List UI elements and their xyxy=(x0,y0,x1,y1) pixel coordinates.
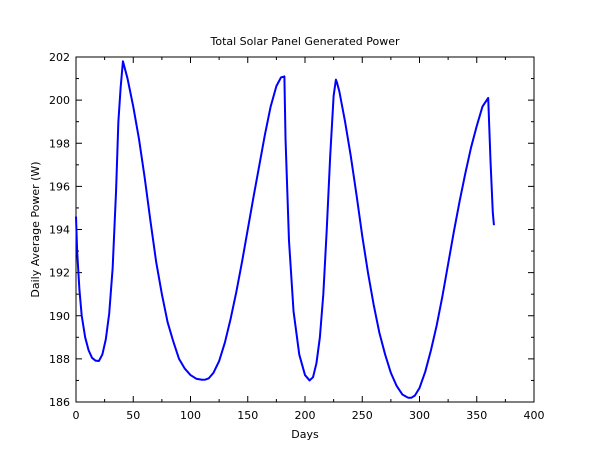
y-tick-label: 194 xyxy=(49,224,70,237)
x-tick-label: 0 xyxy=(73,409,80,422)
y-tick-label: 190 xyxy=(49,310,70,323)
x-tick-label: 100 xyxy=(180,409,201,422)
x-tick-label: 200 xyxy=(295,409,316,422)
x-tick-label: 300 xyxy=(409,409,430,422)
y-tick-label: 192 xyxy=(49,267,70,280)
x-tick-label: 400 xyxy=(524,409,545,422)
x-tick-label: 350 xyxy=(466,409,487,422)
x-axis-label: Days xyxy=(291,428,319,441)
chart-title: Total Solar Panel Generated Power xyxy=(210,35,400,48)
x-axis-ticks: 0 50 100 150 200 250 300 350 400 xyxy=(73,57,545,422)
y-tick-label: 186 xyxy=(49,396,70,409)
y-tick-label: 202 xyxy=(49,51,70,64)
y-tick-label: 188 xyxy=(49,353,70,366)
x-tick-label: 150 xyxy=(237,409,258,422)
y-tick-label: 200 xyxy=(49,94,70,107)
x-tick-label: 50 xyxy=(126,409,140,422)
y-axis-label: Daily Average Power (W) xyxy=(29,161,42,297)
y-tick-label: 196 xyxy=(49,180,70,193)
series-line xyxy=(75,60,495,399)
y-axis-ticks: 186 188 190 192 194 196 198 200 202 xyxy=(49,51,534,409)
y-tick-label: 198 xyxy=(49,137,70,150)
plot-area xyxy=(75,56,535,403)
x-tick-label: 250 xyxy=(352,409,373,422)
